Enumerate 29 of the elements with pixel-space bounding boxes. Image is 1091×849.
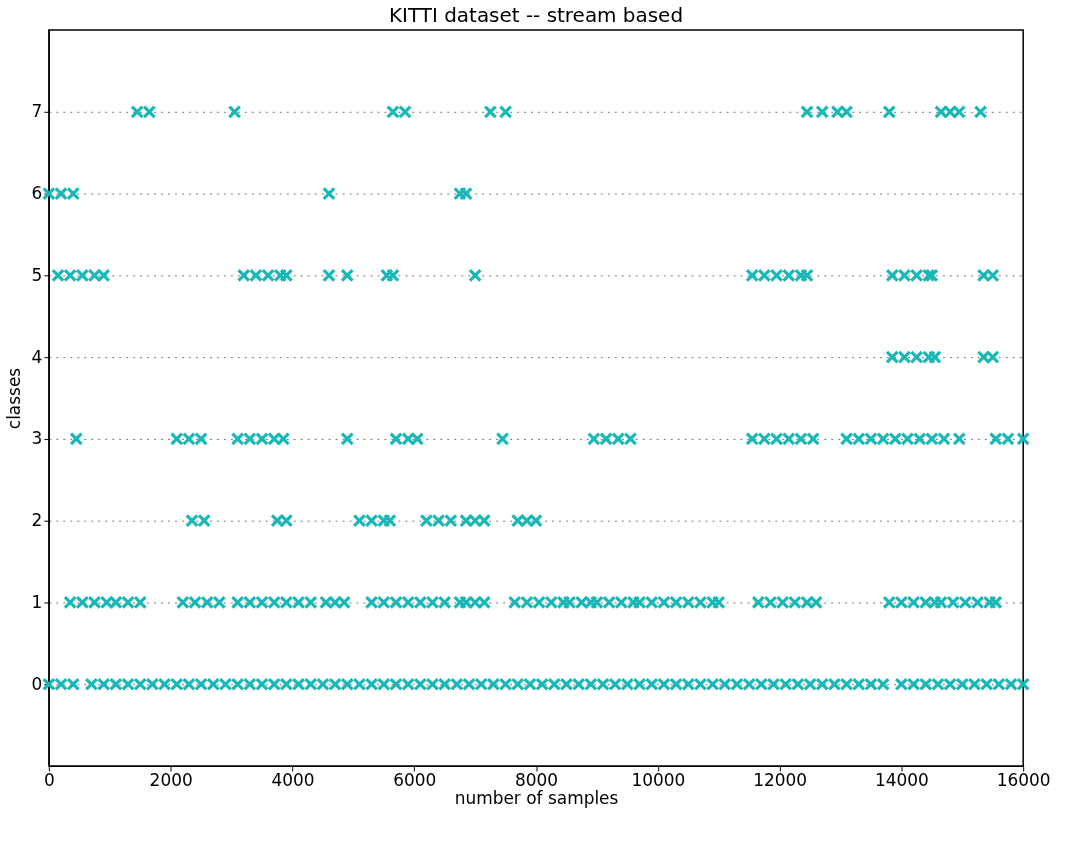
- x-tick-label: 6000: [393, 770, 437, 791]
- x-tick-label: 4000: [271, 770, 315, 791]
- point: [227, 104, 242, 119]
- point: [495, 432, 510, 446]
- x-tick-label: 8000: [514, 770, 559, 791]
- point: [468, 268, 482, 283]
- y-axis-title: classes: [3, 367, 24, 430]
- x-tick-label: 2000: [149, 770, 193, 791]
- x-tick-label: 12000: [753, 770, 808, 791]
- x-axis-title: number of samples: [454, 788, 619, 809]
- point: [340, 268, 355, 283]
- point: [973, 104, 988, 119]
- y-tick-label: 4: [31, 346, 43, 367]
- y-tick-label: 1: [31, 591, 43, 612]
- x-tick-label: 10000: [631, 770, 686, 791]
- x-tick-label: 14000: [874, 770, 929, 791]
- point: [882, 104, 897, 119]
- y-tick-label: 3: [31, 428, 43, 449]
- y-tick-label: 5: [31, 264, 43, 285]
- point: [322, 268, 336, 283]
- y-tick-label: 7: [31, 101, 43, 122]
- y-tick-label: 0: [31, 673, 43, 694]
- x-tick-label: 16000: [996, 770, 1051, 791]
- y-tick-label: 2: [31, 510, 43, 531]
- point: [69, 432, 84, 446]
- y-tick-label: 6: [31, 183, 43, 204]
- point: [322, 186, 336, 201]
- chart-title: KITTI dataset -- stream based: [389, 3, 684, 28]
- point: [340, 432, 355, 446]
